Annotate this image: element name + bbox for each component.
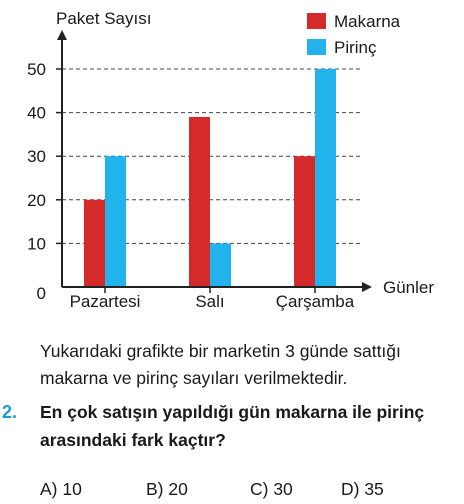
- bar-pirin-0: [105, 156, 126, 287]
- legend-label: Pirinç: [334, 38, 377, 57]
- legend-label: Makarna: [334, 12, 401, 31]
- option-b[interactable]: B) 20: [146, 479, 188, 499]
- bar-chart: 0 10 20 30 40 50 Pazartesi Salı Çarşamba Paket Sa…: [27, 9, 434, 311]
- x-tick-label: Çarşamba: [276, 292, 355, 311]
- question-number: 2.: [2, 402, 18, 422]
- y-tick-label: 30: [27, 147, 46, 166]
- bar-pirin-1: [210, 243, 231, 287]
- x-tick-label: Salı: [195, 292, 224, 311]
- question-text: En çok satışın yapıldığı gün makarna ile…: [40, 402, 425, 450]
- question-block: 2. En çok satışın yapıldığı gün makarna …: [0, 398, 464, 458]
- option-d[interactable]: D) 35: [341, 479, 384, 499]
- bar-makarna-2: [294, 156, 315, 287]
- x-axis-title: Günler: [383, 278, 434, 297]
- option-a[interactable]: A) 10: [40, 479, 82, 499]
- bar-pirin-2: [315, 69, 336, 287]
- legend-swatch: [307, 13, 326, 29]
- bar-makarna-1: [189, 116, 210, 288]
- y-axis-title: Paket Sayısı: [56, 9, 151, 28]
- x-tick-label: Pazartesi: [70, 292, 141, 311]
- x-axis-arrow-icon: [362, 282, 372, 292]
- y-tick-label: 10: [27, 234, 46, 253]
- y-tick-label: 0: [37, 284, 46, 303]
- y-axis-arrow-icon: [57, 30, 67, 40]
- y-tick-label: 20: [27, 191, 46, 210]
- answer-options: A) 10 B) 20 C) 30 D) 35: [0, 476, 464, 502]
- bar-makarna-0: [84, 199, 105, 287]
- chart-description: Yukarıdaki grafikte bir marketin 3 günde…: [40, 341, 401, 388]
- y-tick-label: 40: [27, 104, 46, 123]
- option-c[interactable]: C) 30: [250, 479, 293, 499]
- y-tick-label: 50: [27, 60, 46, 79]
- legend-swatch: [307, 39, 326, 55]
